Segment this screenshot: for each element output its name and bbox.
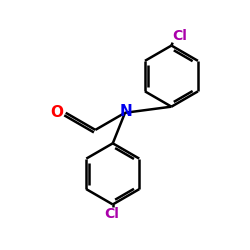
Text: Cl: Cl — [104, 208, 119, 222]
Text: N: N — [120, 104, 132, 119]
Text: Cl: Cl — [173, 28, 188, 42]
Text: O: O — [50, 105, 63, 120]
